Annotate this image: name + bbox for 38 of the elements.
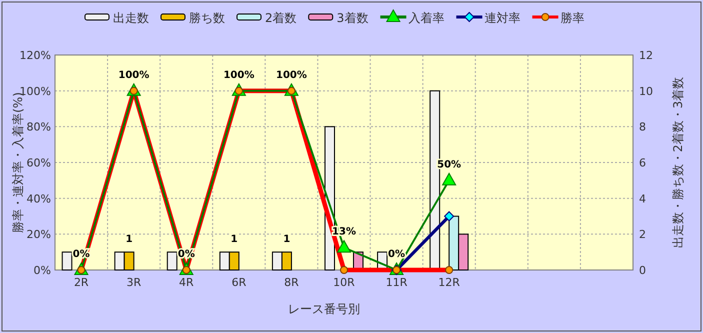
x-tick-label: 6R — [232, 276, 247, 289]
data-label: 0% — [388, 249, 406, 260]
x-tick-label: 3R — [126, 276, 142, 289]
legend-label: 出走数 — [113, 11, 149, 25]
data-label: 1 — [283, 234, 290, 246]
y2-tick-label: 8 — [639, 120, 646, 134]
y-tick-label: 120% — [20, 49, 51, 62]
x-axis-title: レース番号別 — [288, 302, 360, 316]
x-tick-label: 4R — [179, 276, 194, 289]
legend-label: 入着率 — [408, 11, 444, 25]
y-tick-label: 0% — [34, 264, 51, 277]
y2-tick-label: 10 — [639, 84, 653, 98]
x-tick-label: 2R — [74, 276, 89, 289]
y-tick-label: 80% — [26, 120, 51, 134]
legend-label: 勝率 — [560, 11, 584, 25]
data-label: 0% — [178, 249, 195, 260]
data-label: 100% — [276, 70, 307, 81]
legend-label: 勝ち数 — [189, 11, 225, 25]
data-label: 1 — [126, 234, 133, 246]
y-tick-label: 60% — [26, 156, 51, 170]
y2-tick-label: 2 — [639, 228, 646, 242]
legend-label: 連対率 — [484, 11, 520, 25]
x-tick-label: 8R — [284, 276, 300, 289]
data-label: 100% — [118, 70, 150, 81]
x-tick-label: 10R — [333, 276, 356, 289]
y-tick-label: 40% — [26, 192, 51, 206]
legend-label: 2着数 — [265, 11, 297, 25]
y2-axis-title: 出走数・勝ち数・2着数・3着数 — [671, 76, 685, 248]
y2-tick-label: 4 — [639, 192, 646, 206]
data-label: 100% — [223, 70, 254, 81]
legend-label: 3着数 — [336, 11, 368, 25]
data-label: 1 — [230, 234, 238, 246]
x-tick-label: 12R — [438, 276, 460, 289]
x-tick-label: 11R — [386, 276, 408, 289]
y2-tick-label: 6 — [639, 156, 646, 170]
y2-tick-label: 0 — [639, 264, 646, 277]
y-tick-label: 20% — [26, 228, 51, 242]
y2-tick-label: 12 — [639, 49, 653, 62]
